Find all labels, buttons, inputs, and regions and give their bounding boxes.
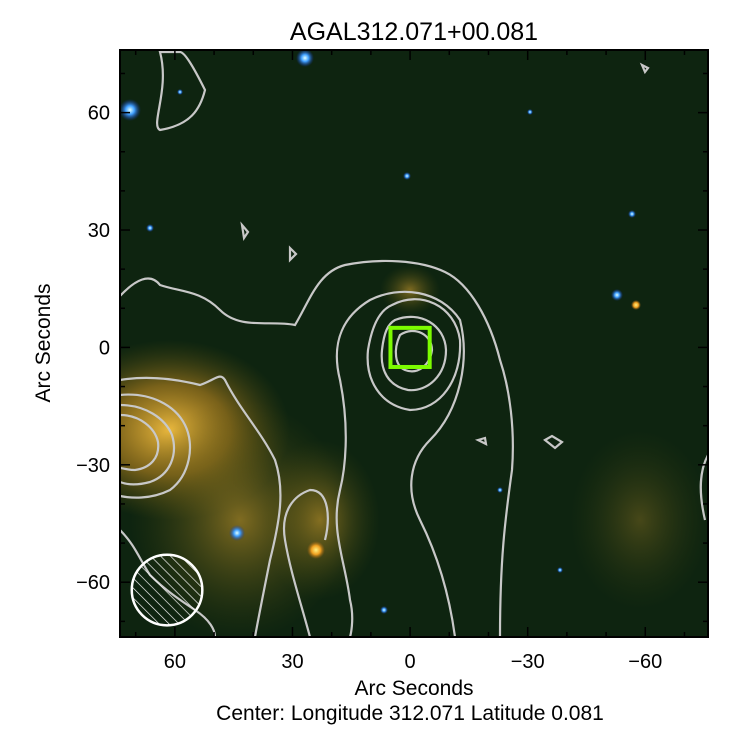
stars: [120, 50, 641, 614]
star: [120, 99, 141, 121]
contours: [120, 50, 708, 637]
beam-hatched-circle: [130, 553, 204, 627]
x-tick-label: 0: [405, 651, 416, 673]
y-tick-label: 30: [88, 220, 110, 242]
y-tick-labels: 60 30 0 −30 −60: [76, 103, 110, 595]
star: [403, 172, 411, 180]
star: [296, 50, 314, 67]
contour: [474, 436, 488, 446]
contour: [380, 315, 448, 392]
star: [229, 525, 245, 541]
axis-ticks: [120, 50, 708, 637]
contour: [288, 245, 298, 263]
star: [628, 210, 636, 218]
contour: [120, 375, 282, 637]
x-tick-label: 60: [164, 651, 186, 673]
plot-frame: [119, 49, 709, 638]
source-marker-square: [388, 325, 432, 369]
x-tick-label: 30: [281, 651, 303, 673]
y-axis-label: Arc Seconds: [32, 283, 55, 402]
emission-region: [570, 430, 708, 610]
contour: [282, 488, 329, 637]
star: [307, 541, 325, 559]
contour: [639, 62, 650, 75]
contour: [120, 403, 176, 486]
beam-circle: [130, 553, 204, 627]
y-tick-label: 60: [88, 103, 110, 125]
y-tick-label: −30: [76, 455, 110, 477]
contour: [120, 259, 514, 637]
star: [527, 109, 533, 115]
star: [177, 89, 183, 95]
x-tick-label: −60: [628, 651, 662, 673]
star: [146, 224, 154, 232]
star: [557, 567, 563, 573]
star: [497, 487, 503, 493]
contour: [335, 290, 465, 637]
y-tick-label: 0: [99, 337, 110, 359]
star: [380, 606, 388, 614]
star: [631, 300, 641, 310]
image-panel: [120, 50, 708, 637]
x-tick-labels: 60 30 0 −30 −60: [164, 651, 662, 673]
contour: [120, 393, 192, 499]
y-tick-label: −60: [76, 572, 110, 594]
star: [611, 289, 623, 301]
chart-title: AGAL312.071+00.081: [290, 18, 538, 46]
x-tick-label: −30: [511, 651, 545, 673]
contour: [699, 454, 708, 521]
center-caption: Center: Longitude 312.071 Latitude 0.081: [216, 702, 604, 725]
contour: [156, 50, 207, 132]
contour: [543, 434, 564, 450]
contour: [366, 298, 462, 412]
contour: [120, 413, 160, 472]
x-axis-label: Arc Seconds: [354, 677, 473, 700]
contour: [240, 221, 250, 241]
